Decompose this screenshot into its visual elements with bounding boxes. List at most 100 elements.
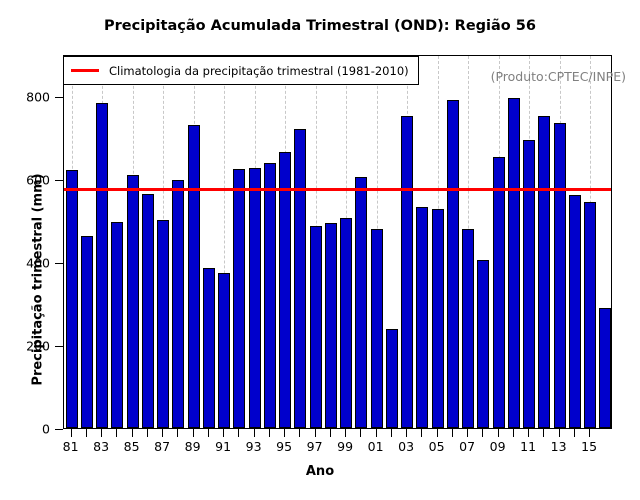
x-tick-label: 05 (428, 439, 445, 454)
y-tick-label: 0 (42, 421, 50, 437)
bar (340, 217, 353, 428)
bar (538, 115, 551, 428)
x-tick-label: 91 (215, 439, 232, 454)
x-tick-label: 09 (489, 439, 506, 454)
bar (279, 151, 292, 428)
bar (218, 272, 231, 428)
bar (553, 122, 566, 428)
x-tick-mark (390, 429, 392, 437)
bar (401, 116, 414, 428)
x-tick-label: 95 (276, 439, 293, 454)
x-tick-mark (85, 429, 87, 437)
bar (263, 163, 276, 428)
x-tick-mark (177, 429, 179, 437)
x-tick-mark (436, 429, 438, 437)
x-tick-mark (345, 429, 347, 437)
bar (462, 229, 475, 428)
bar (568, 194, 581, 428)
y-tick-mark (55, 262, 63, 264)
x-tick-label: 11 (520, 439, 537, 454)
x-tick-label: 83 (93, 439, 110, 454)
bar (584, 202, 597, 428)
x-tick-mark (162, 429, 164, 437)
legend: Climatologia da precipitação trimestral … (63, 56, 419, 85)
bar (599, 307, 611, 428)
x-tick-label: 13 (550, 439, 567, 454)
bar (141, 194, 154, 428)
x-tick-label: 87 (154, 439, 171, 454)
y-tick-mark (55, 96, 63, 98)
bar (187, 124, 200, 428)
x-tick-label: 07 (459, 439, 476, 454)
y-tick-label: 200 (26, 338, 50, 354)
bar (202, 268, 215, 428)
bar (65, 170, 78, 428)
y-tick-mark (55, 179, 63, 181)
bar (126, 175, 139, 428)
bar (507, 97, 520, 428)
x-tick-mark (589, 429, 591, 437)
x-tick-mark (375, 429, 377, 437)
x-tick-mark (131, 429, 133, 437)
x-tick-mark (284, 429, 286, 437)
plot-area (63, 55, 612, 429)
x-tick-mark (207, 429, 209, 437)
x-tick-mark (268, 429, 270, 437)
x-axis-title: Ano (305, 464, 335, 479)
y-tick-label: 600 (26, 172, 50, 188)
product-annotation: (Produto:CPTEC/INPE) (490, 69, 626, 84)
x-tick-mark (192, 429, 194, 437)
x-tick-mark (467, 429, 469, 437)
x-tick-mark (101, 429, 103, 437)
bar (477, 259, 490, 428)
x-tick-mark (497, 429, 499, 437)
bar (355, 176, 368, 428)
x-tick-label: 85 (123, 439, 140, 454)
x-tick-mark (573, 429, 575, 437)
x-tick-mark (360, 429, 362, 437)
x-tick-label: 01 (367, 439, 384, 454)
x-tick-label: 97 (306, 439, 323, 454)
bar (370, 229, 383, 428)
bar (233, 169, 246, 428)
x-tick-mark (223, 429, 225, 437)
bar (96, 102, 109, 428)
gridline (224, 56, 226, 428)
x-tick-mark (421, 429, 423, 437)
x-tick-mark (253, 429, 255, 437)
bar (111, 222, 124, 428)
bar (324, 222, 337, 428)
x-tick-label: 81 (62, 439, 79, 454)
x-tick-mark (238, 429, 240, 437)
x-tick-mark (146, 429, 148, 437)
x-tick-label: 99 (337, 439, 354, 454)
x-tick-mark (299, 429, 301, 437)
y-tick-mark (55, 345, 63, 347)
bar (309, 226, 322, 428)
bar (294, 129, 307, 428)
bar (492, 156, 505, 428)
y-tick-label: 800 (26, 89, 50, 105)
x-tick-mark (543, 429, 545, 437)
bar (446, 99, 459, 428)
x-tick-mark (558, 429, 560, 437)
x-tick-mark (451, 429, 453, 437)
bar (157, 220, 170, 428)
x-tick-label: 15 (581, 439, 598, 454)
bar (80, 235, 93, 428)
x-tick-mark (512, 429, 514, 437)
x-tick-mark (116, 429, 118, 437)
bar (385, 328, 398, 428)
bar (172, 180, 185, 428)
y-tick-label: 400 (26, 255, 50, 271)
x-tick-label: 93 (245, 439, 262, 454)
bar (416, 206, 429, 428)
x-tick-mark (314, 429, 316, 437)
legend-label-climatology: Climatologia da precipitação trimestral … (109, 63, 409, 78)
x-tick-mark (482, 429, 484, 437)
bar (523, 139, 536, 428)
x-tick-mark (329, 429, 331, 437)
page-title: Precipitação Acumulada Trimestral (OND):… (104, 18, 536, 34)
